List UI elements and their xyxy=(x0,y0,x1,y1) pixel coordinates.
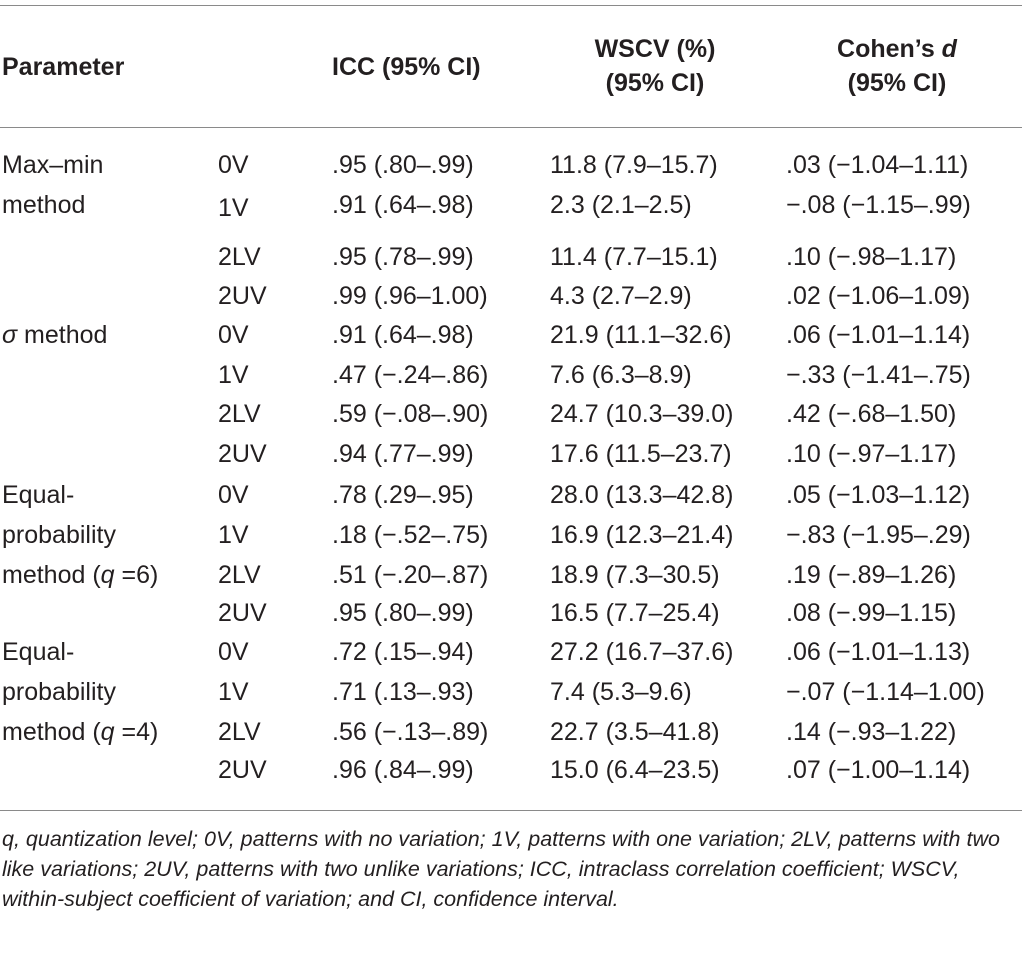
cell-cohen: .19 (−.89–1.26) xyxy=(786,561,957,589)
cell-cohen: .06 (−1.01–1.13) xyxy=(786,638,971,666)
cell-icc: .94 (.77–.99) xyxy=(332,440,474,468)
cell-wscv: 11.4 (7.7–15.1) xyxy=(550,243,718,271)
cell-cohen: −.07 (−1.14–1.00) xyxy=(786,678,985,706)
param-eq6-q: q xyxy=(100,561,115,589)
param-sigma: σ method xyxy=(2,318,107,352)
cell-icc: .71 (.13–.93) xyxy=(332,678,474,706)
param-eq6-line1: Equal- xyxy=(2,481,75,509)
param-eq6-post: =6) xyxy=(114,561,159,589)
cell-wscv: 4.3 (2.7–2.9) xyxy=(550,282,692,310)
cell-wscv: 21.9 (11.1–32.6) xyxy=(550,321,732,349)
cell-icc: .51 (−.20–.87) xyxy=(332,561,489,589)
param-eq6-line2: probability xyxy=(2,521,116,549)
cell-cohen: .42 (−.68–1.50) xyxy=(786,400,957,428)
param-maxmin-line1: Max–min xyxy=(2,151,104,179)
cell-condition: 2UV xyxy=(218,599,267,627)
header-cohen: Cohen’s d (95% CI) xyxy=(790,32,1004,100)
cell-icc: .95 (.78–.99) xyxy=(332,243,474,271)
cell-icc: .18 (−.52–.75) xyxy=(332,521,489,549)
cell-cohen: .14 (−.93–1.22) xyxy=(786,718,957,746)
header-wscv-line2: (95% CI) xyxy=(605,69,705,97)
cell-wscv: 15.0 (6.4–23.5) xyxy=(550,756,720,784)
cell-wscv: 22.7 (3.5–41.8) xyxy=(550,718,720,746)
cell-condition: 2LV xyxy=(218,243,261,271)
param-eq4-line2: probability xyxy=(2,678,116,706)
cell-wscv: 27.2 (16.7–37.6) xyxy=(550,638,734,666)
cell-icc: .96 (.84–.99) xyxy=(332,756,474,784)
param-sigma-rest: method xyxy=(17,321,108,349)
cell-condition: 1V xyxy=(218,678,249,706)
cell-cohen: .03 (−1.04–1.11) xyxy=(786,151,969,179)
cell-cohen: .10 (−.97–1.17) xyxy=(786,440,957,468)
param-eq4-q: q xyxy=(100,718,115,746)
cell-cohen: .06 (−1.01–1.14) xyxy=(786,321,971,349)
cell-condition: 2UV xyxy=(218,756,267,784)
cell-icc: .91 (.64–.98) xyxy=(332,191,474,219)
cell-condition: 0V xyxy=(218,321,249,349)
cell-wscv: 24.7 (10.3–39.0) xyxy=(550,400,734,428)
cell-condition: 0V xyxy=(218,481,249,509)
cell-condition: 0V xyxy=(218,638,249,666)
param-eq6-pre: method ( xyxy=(2,561,101,589)
header-icc: ICC (95% CI) xyxy=(332,53,481,81)
param-maxmin-line2: method xyxy=(2,191,86,219)
table-top-rule xyxy=(0,5,1022,6)
cell-wscv: 7.6 (6.3–8.9) xyxy=(550,361,692,389)
header-cohen-d: d xyxy=(941,35,957,63)
cell-wscv: 2.3 (2.1–2.5) xyxy=(550,191,692,219)
param-eq4-line3: method (q =4) xyxy=(2,715,158,749)
cell-icc: .56 (−.13–.89) xyxy=(332,718,489,746)
cell-icc: .78 (.29–.95) xyxy=(332,481,474,509)
cell-condition: 2UV xyxy=(218,282,267,310)
cell-cohen: .10 (−.98–1.17) xyxy=(786,243,957,271)
cell-wscv: 7.4 (5.3–9.6) xyxy=(550,678,692,706)
cell-condition: 2LV xyxy=(218,400,261,428)
cell-cohen: .08 (−.99–1.15) xyxy=(786,599,957,627)
cell-icc: .59 (−.08–.90) xyxy=(332,400,489,428)
cell-condition: 0V xyxy=(218,151,249,179)
cell-wscv: 16.9 (12.3–21.4) xyxy=(550,521,734,549)
cell-wscv: 18.9 (7.3–30.5) xyxy=(550,561,720,589)
cell-wscv: 17.6 (11.5–23.7) xyxy=(550,440,732,468)
cell-icc: .91 (.64–.98) xyxy=(332,321,474,349)
cell-cohen: .05 (−1.03–1.12) xyxy=(786,481,971,509)
cell-cohen: −.33 (−1.41–.75) xyxy=(786,361,971,389)
cell-cohen: .07 (−1.00–1.14) xyxy=(786,756,971,784)
cell-condition: 1V xyxy=(218,521,249,549)
header-bottom-rule xyxy=(0,127,1022,128)
cell-condition: 1V xyxy=(218,361,249,389)
cell-condition: 1V xyxy=(218,194,249,222)
table-bottom-rule xyxy=(0,810,1022,811)
cell-cohen: −.83 (−1.95–.29) xyxy=(786,521,971,549)
cell-cohen: .02 (−1.06–1.09) xyxy=(786,282,971,310)
cell-icc: .95 (.80–.99) xyxy=(332,151,474,179)
header-parameter: Parameter xyxy=(2,53,125,81)
cell-wscv: 11.8 (7.9–15.7) xyxy=(550,151,718,179)
param-eq4-line1: Equal- xyxy=(2,638,75,666)
header-cohen-line2: (95% CI) xyxy=(847,69,947,97)
cell-icc: .72 (.15–.94) xyxy=(332,638,474,666)
cell-icc: .47 (−.24–.86) xyxy=(332,361,489,389)
header-cohen-line1: Cohen’s d xyxy=(790,32,1004,66)
cell-wscv: 16.5 (7.7–25.4) xyxy=(550,599,720,627)
cell-condition: 2LV xyxy=(218,718,261,746)
param-eq6-line3: method (q =6) xyxy=(2,558,158,592)
param-eq4-pre: method ( xyxy=(2,718,101,746)
header-wscv-line1: WSCV (%) xyxy=(594,35,716,63)
cell-wscv: 28.0 (13.3–42.8) xyxy=(550,481,734,509)
cell-condition: 2UV xyxy=(218,440,267,468)
param-sigma-symbol: σ xyxy=(2,321,18,349)
header-wscv: WSCV (%) (95% CI) xyxy=(548,32,762,100)
cell-cohen: −.08 (−1.15–.99) xyxy=(786,191,971,219)
param-eq4-post: =4) xyxy=(114,718,159,746)
header-cohen-prefix: Cohen’s xyxy=(837,35,942,63)
table-footnote: q, quantization level; 0V, patterns with… xyxy=(2,827,1000,911)
cell-icc: .95 (.80–.99) xyxy=(332,599,474,627)
cell-icc: .99 (.96–1.00) xyxy=(332,282,488,310)
cell-condition: 2LV xyxy=(218,561,261,589)
